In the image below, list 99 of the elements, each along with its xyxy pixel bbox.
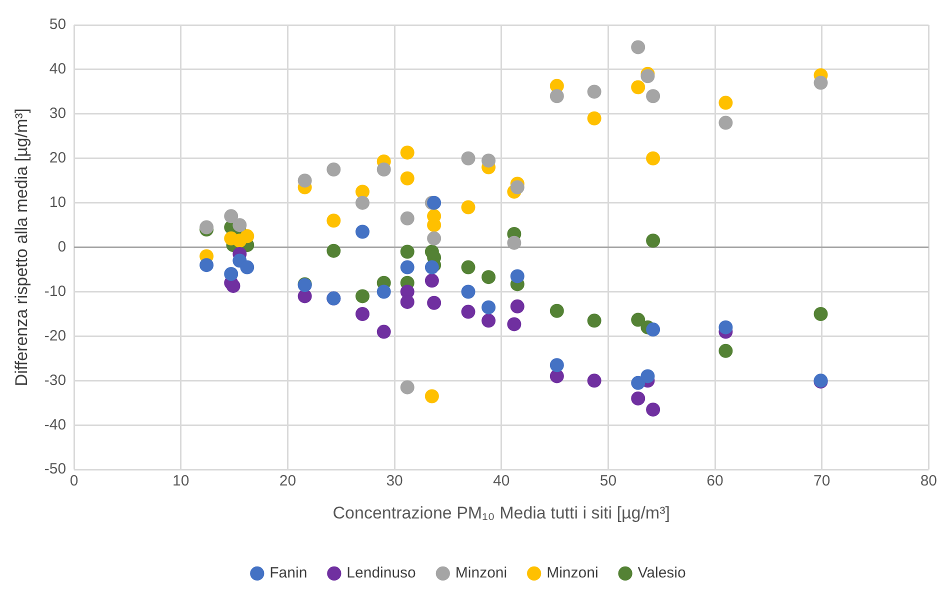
point xyxy=(400,171,414,186)
point xyxy=(718,96,733,110)
point xyxy=(640,369,655,384)
y-axis-title: Differenza rispetto alla media [µg/m³] xyxy=(12,108,31,386)
point xyxy=(400,260,414,274)
point xyxy=(718,344,733,358)
point xyxy=(510,180,524,194)
point xyxy=(461,284,476,299)
y-tick-label: -30 xyxy=(44,372,66,389)
point xyxy=(482,270,496,284)
point xyxy=(587,84,602,99)
point xyxy=(507,317,522,332)
x-tick-label: 50 xyxy=(600,472,617,490)
point xyxy=(550,89,564,104)
y-tick-label: 30 xyxy=(49,105,66,122)
point xyxy=(356,184,370,199)
point xyxy=(718,320,733,334)
point xyxy=(326,162,341,176)
point xyxy=(646,89,660,104)
x-tick-label: 60 xyxy=(706,472,724,490)
legend-label: Minzoni xyxy=(546,564,598,582)
point xyxy=(718,116,733,130)
point xyxy=(424,389,439,404)
point xyxy=(232,218,247,232)
x-tick-label: 40 xyxy=(493,472,510,490)
y-tick-label: 0 xyxy=(58,238,66,256)
point xyxy=(631,312,646,327)
legend-label: Valesio xyxy=(638,564,686,582)
y-tick-label: 50 xyxy=(49,16,66,34)
x-tick-label: 80 xyxy=(920,472,937,490)
point xyxy=(631,391,646,406)
y-tick-label: -50 xyxy=(44,460,66,478)
point xyxy=(646,402,660,417)
x-tick-label: 20 xyxy=(279,472,296,490)
point xyxy=(298,174,312,188)
point xyxy=(200,220,214,234)
point xyxy=(461,151,476,166)
point xyxy=(640,69,655,84)
point xyxy=(550,358,564,372)
point xyxy=(427,296,442,310)
point xyxy=(226,278,240,293)
x-tick-label: 30 xyxy=(386,472,403,490)
y-tick-label: -40 xyxy=(44,416,66,434)
y-tick-label: 20 xyxy=(49,150,66,167)
point xyxy=(356,196,370,210)
legend-label: Fanin xyxy=(270,564,308,582)
point xyxy=(326,214,341,228)
point xyxy=(646,234,660,248)
point xyxy=(224,266,238,281)
x-tick-label: 10 xyxy=(172,472,190,490)
point xyxy=(461,200,476,214)
point xyxy=(427,196,442,210)
point xyxy=(631,40,646,54)
point xyxy=(400,294,414,309)
point xyxy=(510,299,524,314)
point xyxy=(424,274,439,288)
point xyxy=(646,322,660,337)
point xyxy=(356,224,370,239)
legend-label: Minzoni xyxy=(455,564,508,582)
point xyxy=(240,229,254,244)
point xyxy=(240,260,254,274)
point xyxy=(424,260,439,274)
legend-label: Lendinuso xyxy=(346,564,416,582)
point xyxy=(631,80,646,94)
point xyxy=(587,314,602,328)
x-tick-label: 70 xyxy=(813,472,830,490)
point xyxy=(400,211,414,226)
point xyxy=(646,151,660,166)
point xyxy=(400,380,414,394)
point xyxy=(814,76,828,90)
point xyxy=(376,284,391,299)
point xyxy=(507,236,522,250)
point xyxy=(587,111,602,126)
point xyxy=(356,289,370,304)
y-tick-label: -20 xyxy=(44,327,66,344)
point xyxy=(482,154,496,168)
point xyxy=(510,269,524,284)
point xyxy=(400,146,414,160)
x-axis-title: Concentrazione PM₁₀ Media tutti i siti [µg/m³] xyxy=(332,503,670,522)
point xyxy=(461,304,476,319)
point xyxy=(400,244,414,259)
y-tick-label: -10 xyxy=(44,282,66,300)
point xyxy=(326,244,341,258)
point xyxy=(376,162,391,176)
point xyxy=(550,304,564,318)
point xyxy=(631,376,646,390)
point xyxy=(587,374,602,388)
point xyxy=(224,209,238,224)
point xyxy=(427,231,442,246)
point xyxy=(461,260,476,274)
point xyxy=(376,324,391,339)
point xyxy=(482,314,496,328)
point xyxy=(482,300,496,314)
y-tick-label: 40 xyxy=(49,60,66,78)
y-tick-label: 10 xyxy=(49,194,66,211)
point xyxy=(356,306,370,321)
point xyxy=(814,306,828,321)
x-tick-label: 0 xyxy=(70,472,78,490)
point xyxy=(200,258,214,272)
